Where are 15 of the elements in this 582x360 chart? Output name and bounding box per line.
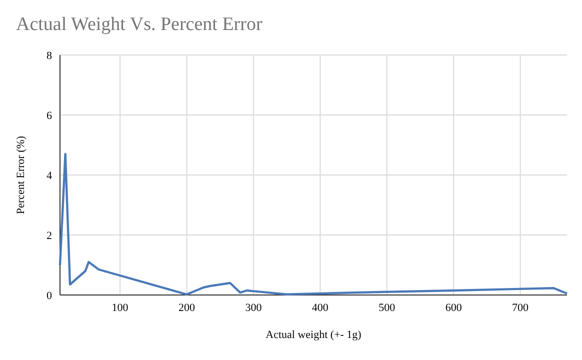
chart-title: Actual Weight Vs. Percent Error (16, 14, 263, 35)
x-tick-label: 600 (445, 302, 462, 314)
y-tick-label: 2 (46, 230, 52, 242)
y-tick-label: 0 (46, 290, 52, 302)
y-tick-label: 4 (46, 170, 52, 182)
x-axis-title: Actual weight (+- 1g) (266, 329, 362, 341)
x-tick-label: 200 (178, 302, 196, 314)
x-tick-label: 400 (312, 302, 329, 314)
x-tick-label: 300 (245, 302, 262, 314)
y-tick-label: 8 (46, 50, 52, 62)
y-tick-label: 6 (46, 110, 52, 122)
x-tick-label: 700 (512, 302, 530, 314)
x-tick-label: 500 (378, 302, 396, 314)
y-axis-title: Percent Error (%) (15, 136, 27, 214)
x-tick-label: 100 (112, 302, 129, 314)
